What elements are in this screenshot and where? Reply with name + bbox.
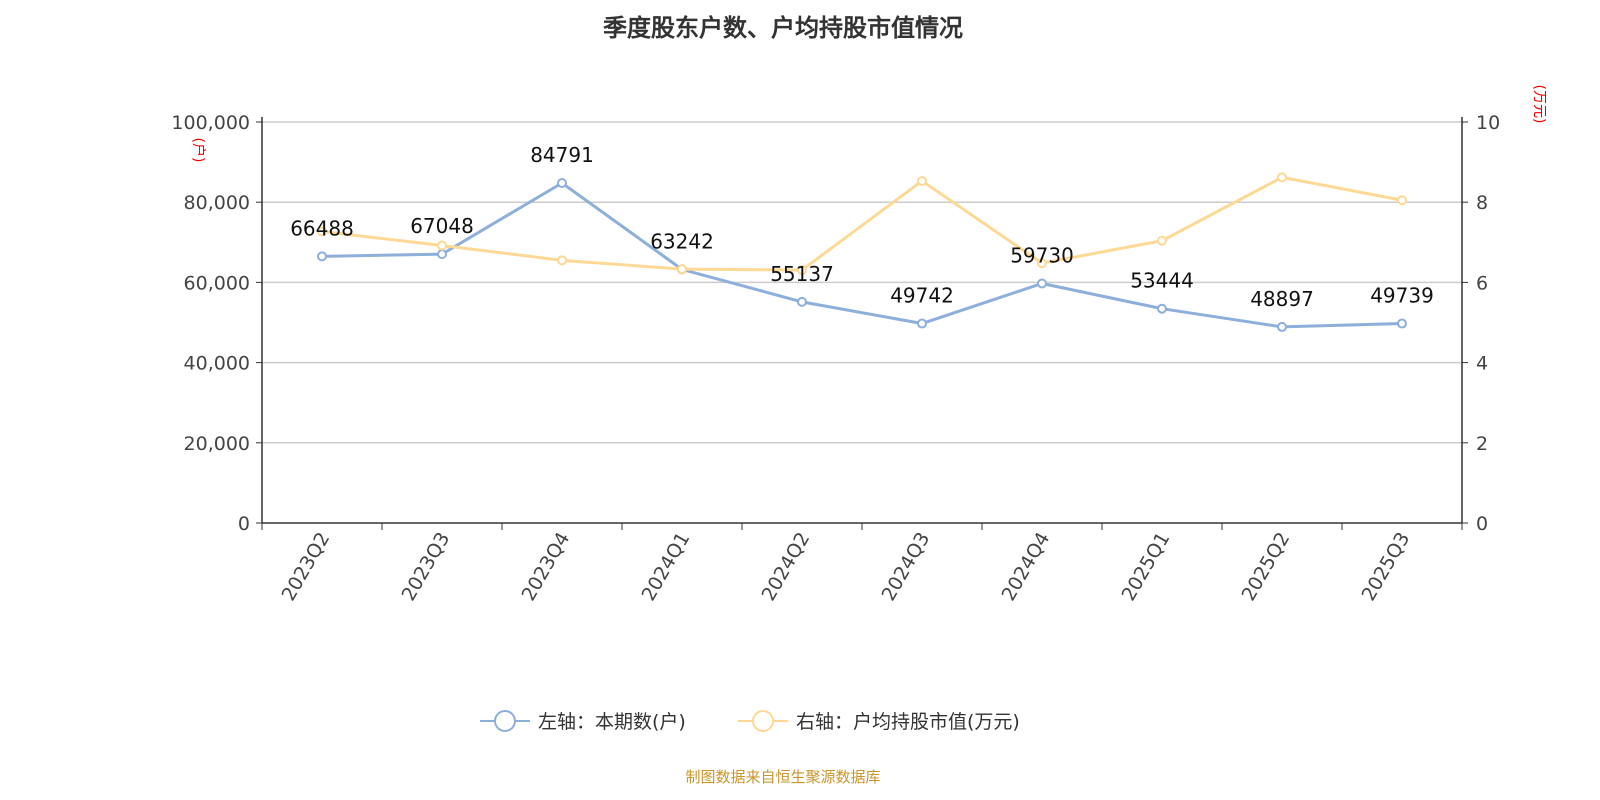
x-tick-label: 2023Q2: [278, 529, 335, 605]
x-tick-label: 2023Q3: [398, 529, 455, 605]
data-point: [797, 296, 807, 307]
x-tick-label: 2025Q3: [1358, 529, 1415, 605]
left-axis-unit: (户): [190, 138, 207, 163]
data-label: 63242: [650, 229, 714, 253]
right-axis-unit: (万元): [1531, 85, 1547, 124]
x-tick-label: 2025Q1: [1118, 529, 1175, 605]
data-point: [557, 255, 567, 266]
source-footer: 制图数据来自恒生聚源数据库: [685, 768, 881, 786]
x-tick-label: 2024Q3: [878, 529, 935, 605]
data-point: [1277, 172, 1287, 183]
left-tick-label: 60,000: [184, 272, 250, 294]
x-tick-label: 2024Q2: [758, 529, 815, 605]
x-tick-label: 2024Q1: [638, 529, 695, 605]
data-point: [317, 251, 327, 262]
left-tick-label: 40,000: [184, 353, 250, 375]
data-label: 53444: [1130, 269, 1194, 293]
data-label: 59730: [1010, 243, 1074, 267]
x-tick-label: 2025Q2: [1238, 529, 1295, 605]
data-point: [677, 264, 687, 275]
right-tick-label: 8: [1476, 192, 1488, 214]
series-line-0: [321, 181, 1403, 329]
legend-marker-icon: [494, 710, 516, 732]
left-tick-label: 80,000: [184, 192, 250, 214]
chart-title: 季度股东户数、户均持股市值情况: [603, 14, 963, 42]
legend-label: 左轴：本期数(户): [538, 711, 686, 733]
data-point: [437, 249, 447, 260]
data-label: 49742: [890, 284, 954, 308]
right-tick-label: 10: [1476, 112, 1500, 134]
right-tick-label: 0: [1476, 513, 1488, 535]
data-point: [437, 240, 447, 251]
right-tick-label: 2: [1476, 433, 1488, 455]
right-tick-label: 6: [1476, 272, 1488, 294]
right-tick-label: 4: [1476, 353, 1488, 375]
data-point: [1037, 258, 1047, 269]
data-point: [917, 318, 927, 329]
legend-label: 右轴：户均持股市值(万元): [796, 711, 1020, 733]
data-label: 84791: [530, 143, 594, 167]
data-point: [1277, 321, 1287, 332]
data-label: 49739: [1370, 284, 1434, 308]
x-tick-label: 2023Q4: [518, 529, 575, 605]
left-tick-label: 0: [238, 513, 250, 535]
data-point: [557, 177, 567, 188]
left-tick-label: 20,000: [184, 433, 250, 455]
data-label: 55137: [770, 262, 834, 286]
data-point: [1157, 303, 1167, 314]
data-point: [797, 264, 807, 275]
data-label: 66488: [290, 216, 354, 240]
data-point: [1397, 195, 1407, 206]
data-point: [317, 226, 327, 237]
data-label: 67048: [410, 214, 474, 238]
data-point: [1037, 278, 1047, 289]
data-point: [917, 175, 927, 186]
data-label: 48897: [1250, 287, 1314, 311]
x-tick-label: 2024Q4: [998, 529, 1055, 605]
data-point: [1157, 235, 1167, 246]
left-tick-label: 100,000: [171, 112, 250, 134]
data-point: [1397, 318, 1407, 329]
series-line-1: [321, 175, 1403, 272]
legend-marker-icon: [752, 710, 774, 732]
